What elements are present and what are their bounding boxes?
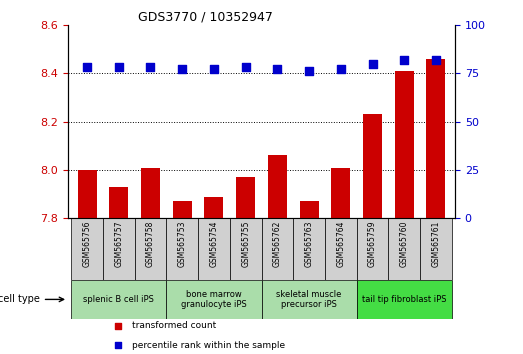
Text: GSM565762: GSM565762 xyxy=(273,220,282,267)
Text: GSM565756: GSM565756 xyxy=(83,220,92,267)
Bar xyxy=(230,218,262,280)
Bar xyxy=(166,280,262,319)
Point xyxy=(114,343,122,348)
Text: GSM565759: GSM565759 xyxy=(368,220,377,267)
Text: GSM565754: GSM565754 xyxy=(209,220,219,267)
Point xyxy=(305,68,313,74)
Text: GSM565753: GSM565753 xyxy=(178,220,187,267)
Text: cell type: cell type xyxy=(0,295,39,304)
Bar xyxy=(141,167,160,354)
Point xyxy=(115,64,123,70)
Text: GSM565763: GSM565763 xyxy=(304,220,314,267)
Text: splenic B cell iPS: splenic B cell iPS xyxy=(83,295,154,304)
Point xyxy=(400,57,408,62)
Bar xyxy=(262,280,357,319)
Bar xyxy=(268,155,287,354)
Bar xyxy=(420,218,452,280)
Bar xyxy=(389,218,420,280)
Bar xyxy=(204,196,223,354)
Text: GSM565758: GSM565758 xyxy=(146,220,155,267)
Bar xyxy=(363,114,382,354)
Text: tail tip fibroblast iPS: tail tip fibroblast iPS xyxy=(362,295,447,304)
Point xyxy=(83,64,91,70)
Point xyxy=(178,67,186,72)
Point xyxy=(114,323,122,329)
Bar xyxy=(103,218,134,280)
Bar xyxy=(134,218,166,280)
Point xyxy=(337,67,345,72)
Point xyxy=(368,61,377,66)
Text: GSM565761: GSM565761 xyxy=(431,220,440,267)
Bar xyxy=(357,218,389,280)
Bar xyxy=(293,218,325,280)
Point xyxy=(273,67,281,72)
Bar xyxy=(325,218,357,280)
Bar xyxy=(198,218,230,280)
Bar xyxy=(357,280,452,319)
Bar xyxy=(109,187,128,354)
Bar xyxy=(300,201,319,354)
Text: skeletal muscle
precursor iPS: skeletal muscle precursor iPS xyxy=(276,290,342,309)
Point xyxy=(432,57,440,62)
Bar xyxy=(71,280,166,319)
Text: GSM565755: GSM565755 xyxy=(241,220,250,267)
Bar xyxy=(262,218,293,280)
Bar xyxy=(71,218,103,280)
Text: bone marrow
granulocyte iPS: bone marrow granulocyte iPS xyxy=(181,290,247,309)
Text: GSM565760: GSM565760 xyxy=(400,220,409,267)
Bar xyxy=(236,177,255,354)
Text: percentile rank within the sample: percentile rank within the sample xyxy=(132,341,285,350)
Bar xyxy=(77,170,97,354)
Point xyxy=(210,67,218,72)
Text: GSM565757: GSM565757 xyxy=(114,220,123,267)
Text: transformed count: transformed count xyxy=(132,321,216,330)
Bar xyxy=(395,71,414,354)
Bar xyxy=(166,218,198,280)
Bar xyxy=(331,167,350,354)
Bar xyxy=(173,201,192,354)
Text: GSM565764: GSM565764 xyxy=(336,220,345,267)
Bar xyxy=(426,59,446,354)
Point xyxy=(242,64,250,70)
Point xyxy=(146,64,155,70)
Text: GDS3770 / 10352947: GDS3770 / 10352947 xyxy=(138,11,272,24)
